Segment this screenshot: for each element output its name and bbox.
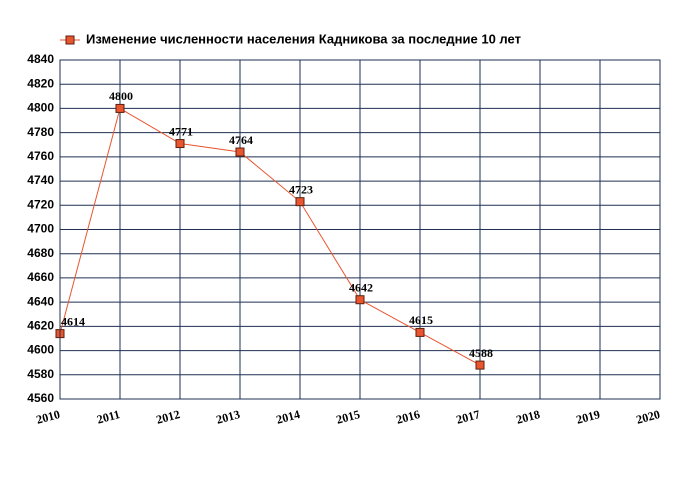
point-marker (355, 295, 365, 305)
x-tick-label: 2010 (35, 407, 62, 427)
legend-marker (65, 35, 75, 45)
data-label: 4764 (229, 133, 253, 147)
point-marker (235, 147, 245, 157)
y-tick-label: 4660 (27, 270, 54, 284)
y-tick-label: 4740 (27, 173, 54, 187)
y-tick-label: 4680 (27, 246, 54, 260)
y-tick-label: 4780 (27, 125, 54, 139)
y-tick-label: 4840 (27, 52, 54, 66)
series-line (59, 107, 481, 366)
y-tick-label: 4700 (27, 222, 54, 236)
x-tick-label: 2011 (95, 407, 121, 427)
point-marker (115, 103, 125, 113)
point-marker (295, 197, 305, 207)
x-tick-label: 2016 (395, 407, 422, 427)
x-tick-label: 2018 (515, 407, 542, 427)
y-tick-label: 4640 (27, 294, 54, 308)
data-label: 4588 (469, 346, 493, 360)
x-tick-label: 2013 (215, 407, 242, 427)
y-tick-label: 4760 (27, 149, 54, 163)
plot-border (59, 59, 661, 400)
y-tick-label: 4820 (27, 76, 54, 90)
x-tick-label: 2015 (335, 407, 362, 427)
point-marker (475, 360, 485, 370)
y-tick-label: 4560 (27, 391, 54, 405)
x-tick-label: 2012 (155, 407, 182, 427)
data-label: 4642 (349, 280, 373, 294)
data-label: 4614 (61, 314, 85, 328)
y-tick-label: 4600 (27, 343, 54, 357)
data-label: 4615 (409, 313, 433, 327)
data-label: 4723 (289, 182, 313, 196)
data-label: 4771 (169, 124, 193, 138)
x-tick-label: 2020 (635, 407, 662, 427)
y-tick-label: 4800 (27, 101, 54, 115)
x-tick-label: 2019 (575, 407, 602, 427)
y-tick-label: 4720 (27, 197, 54, 211)
legend-text: Изменение численности населения Кадников… (86, 31, 521, 46)
point-marker (175, 139, 185, 149)
y-tick-label: 4620 (27, 319, 54, 333)
x-tick-label: 2017 (455, 407, 482, 427)
point-marker (415, 327, 425, 337)
data-label: 4800 (109, 89, 133, 103)
x-tick-label: 2014 (275, 407, 302, 427)
y-tick-label: 4580 (27, 367, 54, 381)
